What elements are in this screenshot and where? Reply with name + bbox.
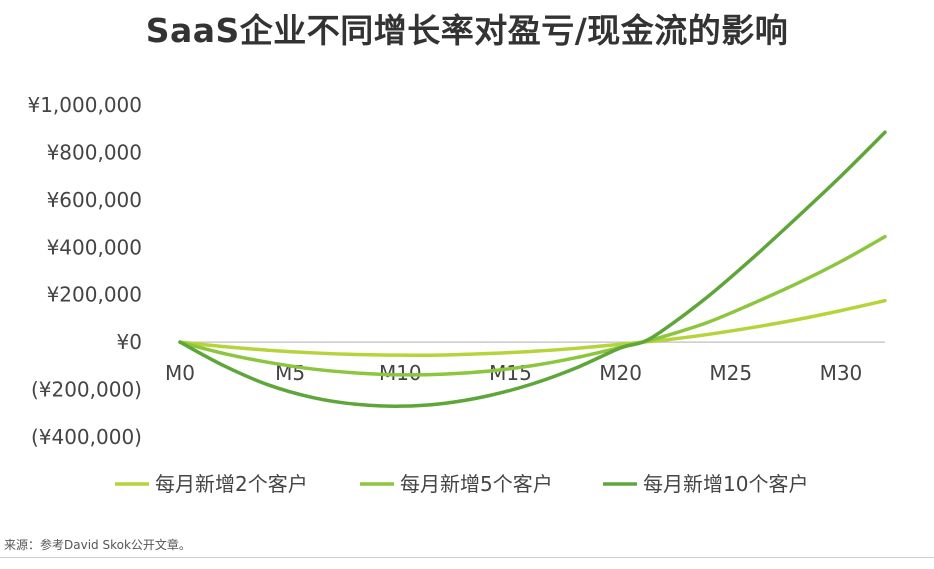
legend-label: 每月新增2个客户: [155, 472, 308, 496]
y-tick-label: ¥800,000: [47, 140, 142, 164]
y-tick-label: ¥600,000: [47, 188, 142, 212]
legend-label: 每月新增5个客户: [400, 472, 553, 496]
series-line-1: [178, 298, 887, 357]
line-chart: ¥1,000,000 ¥800,000 ¥600,000 ¥400,000 ¥200,0…: [27, 93, 887, 496]
series-line-2: [178, 234, 887, 377]
footer-divider: [0, 557, 934, 558]
x-tick-label: M25: [709, 361, 752, 385]
x-tick-label: M30: [820, 361, 863, 385]
y-axis-ticks: ¥1,000,000 ¥800,000 ¥600,000 ¥400,000 ¥200,0…: [27, 93, 142, 449]
x-axis-ticks: M0 M5 M10 M15 M20 M25 M30: [165, 361, 862, 385]
x-tick-label: M15: [489, 361, 532, 385]
y-tick-label: ¥0: [117, 330, 142, 354]
x-tick-label: M0: [165, 361, 195, 385]
legend-label: 每月新增10个客户: [643, 472, 808, 496]
y-tick-label: ¥200,000: [47, 283, 142, 307]
legend: 每月新增2个客户 每月新增5个客户 每月新增10个客户: [115, 472, 808, 496]
series-line-3: [178, 130, 887, 408]
y-tick-label: (¥400,000): [31, 425, 142, 449]
y-tick-label: ¥1,000,000: [27, 93, 142, 117]
x-tick-label: M20: [599, 361, 642, 385]
source-note: 来源：参考David Skok公开文章。: [4, 538, 191, 552]
series-lines: [178, 130, 887, 408]
chart-title: SaaS企业不同增长率对盈亏/现金流的影响: [145, 11, 789, 50]
y-tick-label: (¥200,000): [31, 378, 142, 402]
y-tick-label: ¥400,000: [47, 235, 142, 259]
